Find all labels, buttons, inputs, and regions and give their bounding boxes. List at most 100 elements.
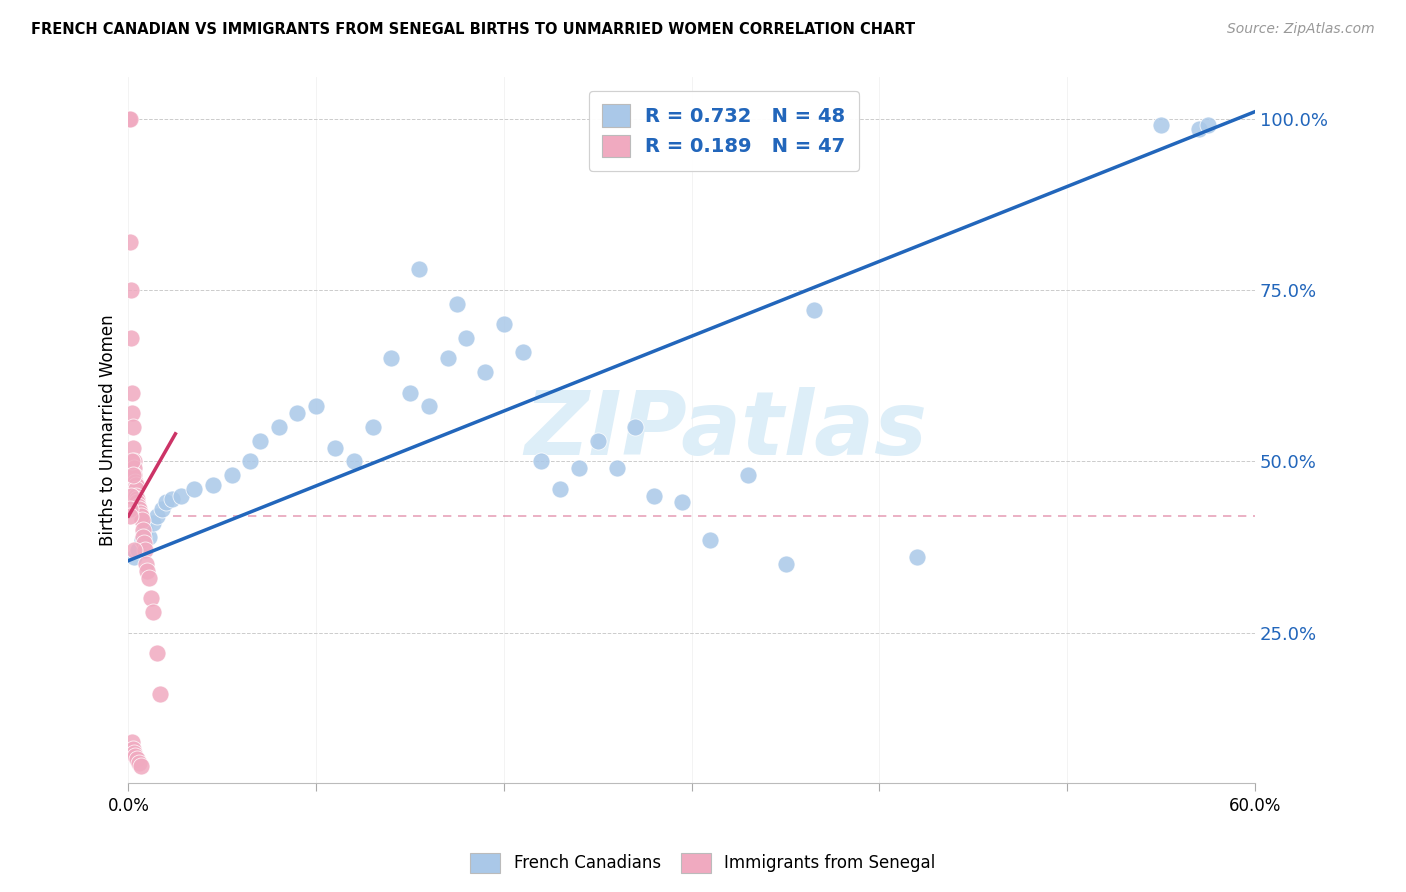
Point bbox=[249, 434, 271, 448]
Point bbox=[121, 385, 143, 400]
Point bbox=[586, 434, 609, 448]
Point bbox=[125, 752, 148, 766]
Point bbox=[118, 502, 141, 516]
Point bbox=[121, 735, 143, 749]
Point bbox=[124, 478, 146, 492]
Point bbox=[124, 467, 146, 482]
Point bbox=[122, 454, 145, 468]
Point bbox=[127, 499, 149, 513]
Point bbox=[512, 344, 534, 359]
Point bbox=[530, 454, 553, 468]
Point bbox=[125, 491, 148, 506]
Point bbox=[120, 283, 142, 297]
Point bbox=[239, 454, 262, 468]
Legend: French Canadians, Immigrants from Senegal: French Canadians, Immigrants from Senega… bbox=[464, 847, 942, 880]
Point bbox=[361, 420, 384, 434]
Point bbox=[671, 495, 693, 509]
Point bbox=[323, 441, 346, 455]
Point bbox=[142, 516, 165, 530]
Legend: R = 0.732   N = 48, R = 0.189   N = 47: R = 0.732 N = 48, R = 0.189 N = 47 bbox=[589, 91, 859, 170]
Point bbox=[120, 331, 142, 345]
Point bbox=[399, 385, 422, 400]
Point bbox=[124, 748, 146, 763]
Point bbox=[131, 523, 153, 537]
Point bbox=[803, 303, 825, 318]
Point bbox=[624, 420, 647, 434]
Point bbox=[121, 454, 143, 468]
Text: ZIPatlas: ZIPatlas bbox=[524, 387, 927, 474]
Point bbox=[221, 467, 243, 482]
Y-axis label: Births to Unmarried Women: Births to Unmarried Women bbox=[100, 315, 117, 546]
Point bbox=[127, 495, 149, 509]
Point bbox=[436, 351, 458, 366]
Point bbox=[160, 491, 183, 506]
Point bbox=[127, 543, 149, 558]
Point bbox=[122, 461, 145, 475]
Point bbox=[1197, 119, 1219, 133]
Point bbox=[170, 489, 193, 503]
Point bbox=[122, 746, 145, 760]
Point bbox=[305, 400, 328, 414]
Point bbox=[139, 591, 162, 606]
Point bbox=[129, 759, 152, 773]
Point bbox=[456, 331, 478, 345]
Point bbox=[568, 461, 591, 475]
Point bbox=[134, 536, 156, 550]
Point bbox=[775, 557, 797, 571]
Point bbox=[145, 509, 167, 524]
Point bbox=[120, 509, 142, 524]
Point bbox=[737, 467, 759, 482]
Point bbox=[121, 420, 143, 434]
Point bbox=[155, 495, 177, 509]
Point bbox=[446, 296, 468, 310]
Point bbox=[125, 489, 148, 503]
Point bbox=[1150, 119, 1173, 133]
Point bbox=[122, 441, 145, 455]
Point bbox=[121, 467, 143, 482]
Point bbox=[643, 489, 665, 503]
Point bbox=[418, 400, 440, 414]
Point bbox=[135, 557, 157, 571]
Point bbox=[138, 530, 160, 544]
Point bbox=[136, 564, 159, 578]
Point bbox=[138, 571, 160, 585]
Point bbox=[548, 482, 571, 496]
Point bbox=[201, 478, 224, 492]
Point bbox=[905, 550, 928, 565]
Point bbox=[122, 550, 145, 565]
Point bbox=[131, 533, 153, 547]
Point bbox=[380, 351, 402, 366]
Point bbox=[118, 112, 141, 126]
Point bbox=[125, 482, 148, 496]
Point bbox=[606, 461, 628, 475]
Point bbox=[132, 530, 155, 544]
Text: Source: ZipAtlas.com: Source: ZipAtlas.com bbox=[1227, 22, 1375, 37]
Point bbox=[134, 543, 156, 558]
Point bbox=[287, 406, 309, 420]
Point bbox=[128, 506, 150, 520]
Point bbox=[128, 756, 150, 770]
Point bbox=[474, 365, 496, 379]
Text: FRENCH CANADIAN VS IMMIGRANTS FROM SENEGAL BIRTHS TO UNMARRIED WOMEN CORRELATION: FRENCH CANADIAN VS IMMIGRANTS FROM SENEG… bbox=[31, 22, 915, 37]
Point bbox=[150, 502, 173, 516]
Point bbox=[124, 475, 146, 489]
Point bbox=[408, 262, 430, 277]
Point bbox=[142, 605, 165, 619]
Point bbox=[122, 543, 145, 558]
Point bbox=[1187, 121, 1209, 136]
Point bbox=[128, 502, 150, 516]
Point bbox=[267, 420, 290, 434]
Point bbox=[343, 454, 366, 468]
Point bbox=[131, 512, 153, 526]
Point bbox=[699, 533, 721, 547]
Point bbox=[492, 317, 515, 331]
Point bbox=[149, 687, 172, 701]
Point bbox=[122, 742, 145, 756]
Point bbox=[134, 523, 156, 537]
Point bbox=[120, 235, 142, 249]
Point bbox=[118, 112, 141, 126]
Point bbox=[120, 489, 142, 503]
Point bbox=[145, 646, 167, 660]
Point bbox=[183, 482, 205, 496]
Point bbox=[129, 509, 152, 524]
